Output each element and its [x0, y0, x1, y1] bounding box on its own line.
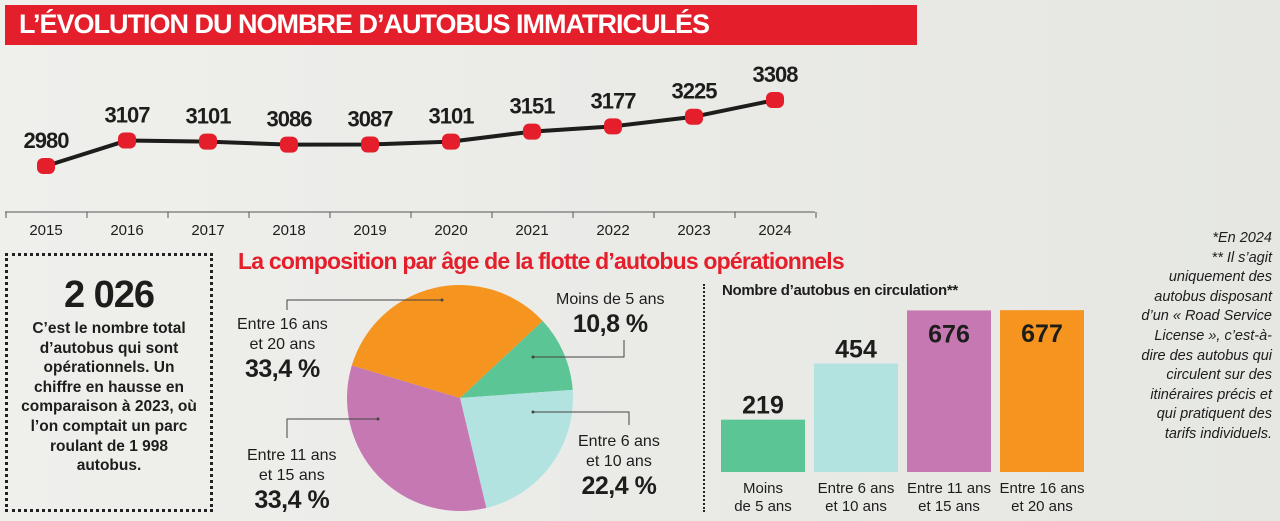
data-label: 2980 [24, 128, 70, 153]
pie-chart-title: La composition par âge de la flotte d’au… [238, 248, 845, 274]
pie-value: 33,4 % [254, 486, 330, 514]
footnote-1: *En 2024 [1212, 230, 1272, 246]
data-label: 3308 [753, 62, 799, 87]
data-label: 3101 [186, 104, 232, 129]
pie-slice [351, 285, 543, 398]
leader-dot [531, 355, 535, 359]
bar-category-label: et 15 ans [918, 498, 980, 515]
data-label: 3087 [348, 106, 394, 131]
pie-label-e11: Entre 11 ans et 15 ans 33,4 % [247, 446, 337, 514]
line-chart: 2980 2015 3107 2016 3101 2017 3086 2018 3087 2019… [5, 62, 817, 239]
bar-category-label: de 5 ans [734, 498, 792, 515]
bar-category-label: Entre 16 ans [999, 480, 1084, 497]
pie-label-text: Moins de 5 ans [556, 291, 665, 308]
x-tick-label: 2017 [191, 222, 224, 239]
leader-line [286, 299, 442, 310]
stat-description: C’est le nombre total d’autobus qui sont… [21, 320, 197, 475]
data-point [37, 158, 55, 174]
pie-label-e6: Entre 6 ans et 10 ans 22,4 % [578, 432, 660, 500]
data-point [604, 118, 622, 135]
pie-label-text: et 10 ans [586, 453, 652, 470]
data-label: 3177 [591, 88, 637, 113]
data-label: 3225 [672, 79, 718, 104]
bar-category-label: Entre 6 ans [818, 480, 895, 497]
stat-box: 2 026 C’est le nombre total d’autobus qu… [5, 253, 213, 512]
leader-line [533, 340, 625, 358]
leader-line [286, 418, 378, 438]
bar [814, 363, 898, 472]
x-tick-label: 2019 [353, 222, 386, 239]
pie-value: 33,4 % [244, 355, 320, 383]
x-tick-label: 2015 [29, 222, 62, 239]
data-point [523, 123, 541, 140]
bar-value: 677 [1021, 320, 1063, 348]
x-tick-label: 2023 [677, 222, 710, 239]
bar-category-label: Entre 11 ans [907, 480, 991, 497]
footnote-2: ** Il s’agit uniquement des autobus disp… [1141, 249, 1272, 442]
pie-label-text: et 20 ans [249, 336, 316, 353]
data-label: 3086 [267, 107, 313, 132]
data-point [280, 136, 298, 153]
data-label: 3107 [105, 102, 151, 127]
pie-slice [346, 365, 487, 511]
pie-label-text: Entre 6 ans [578, 433, 660, 450]
leader-line [533, 411, 630, 425]
data-point [199, 133, 217, 150]
x-tick-label: 2022 [596, 222, 629, 239]
pie-value: 10,8 % [572, 310, 648, 338]
pie-slice [460, 389, 573, 508]
leader-dot [531, 410, 535, 414]
pie-label-text: et 15 ans [258, 467, 325, 484]
stat-number: 2 026 [63, 274, 155, 316]
bar-value: 219 [742, 392, 784, 420]
bar-category-label: Moins [743, 480, 783, 497]
bar-category-label: et 10 ans [825, 498, 887, 515]
series-line [45, 98, 776, 168]
x-tick-label: 2024 [758, 222, 791, 239]
x-tick-label: 2016 [110, 222, 143, 239]
pie-label-moins5: Moins de 5 ans 10,8 % [556, 290, 665, 338]
data-point [442, 133, 460, 150]
pie-label-text: Entre 11 ans [247, 447, 337, 464]
bar-category-label: et 20 ans [1011, 498, 1073, 515]
x-tick-label: 2020 [434, 222, 467, 239]
data-point [766, 92, 784, 109]
data-label: 3101 [429, 104, 475, 129]
pie-value: 22,4 % [581, 472, 657, 500]
leader-dot [376, 417, 380, 421]
footnotes: *En 2024 ** Il s’agit uniquement des aut… [1132, 229, 1272, 445]
data-point [685, 108, 703, 125]
bar-value: 676 [928, 320, 970, 348]
data-label: 3151 [510, 94, 556, 119]
line-chart-title: L’ÉVOLUTION DU NOMBRE D’AUTOBUS IMMATRIC… [19, 9, 710, 39]
bar [1000, 310, 1084, 472]
title-banner: L’ÉVOLUTION DU NOMBRE D’AUTOBUS IMMATRIC… [5, 5, 917, 45]
pie-label-e16: Entre 16 ans et 20 ans 33,4 % [237, 315, 328, 383]
bar [721, 419, 805, 472]
bar-chart-title: Nombre d’autobus en circulation** [722, 282, 958, 299]
bar-value: 454 [835, 335, 877, 363]
data-point [118, 132, 136, 149]
bar [907, 310, 991, 472]
x-tick-label: 2018 [272, 222, 305, 239]
divider [703, 284, 705, 512]
data-point [361, 136, 379, 153]
pie-label-text: Entre 16 ans [237, 316, 328, 333]
leader-dot [440, 298, 444, 302]
x-tick-label: 2021 [515, 222, 548, 239]
